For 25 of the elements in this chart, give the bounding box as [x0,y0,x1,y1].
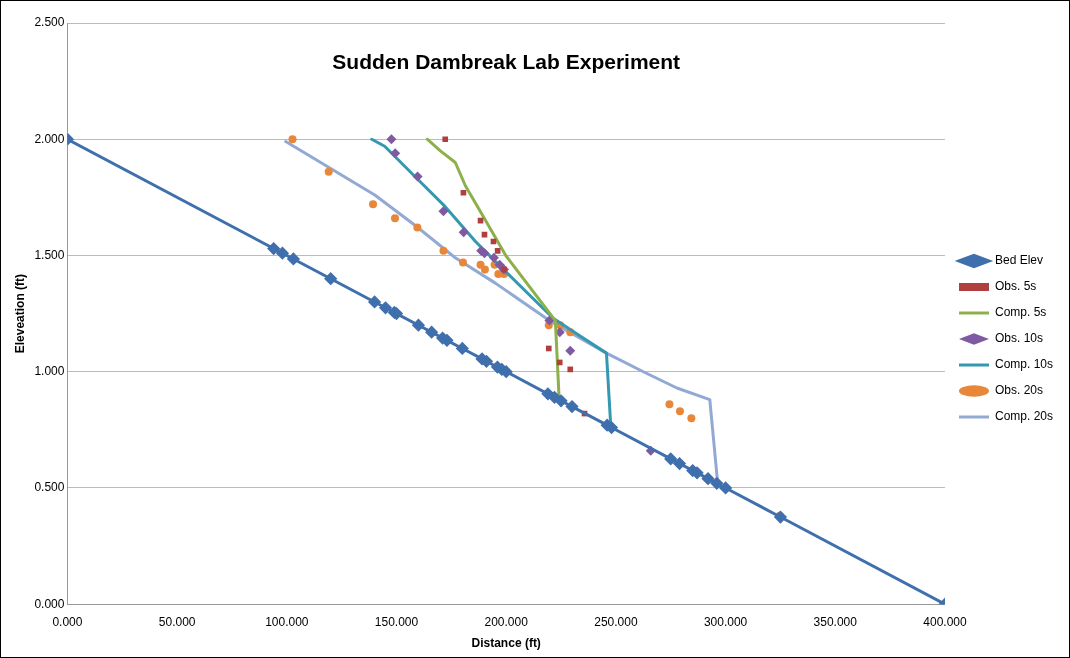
x-axis-title: Distance (ft) [471,636,541,651]
x-tick-label: 300.000 [703,614,748,629]
x-tick-label: 350.000 [813,614,858,629]
y-tick-label: 2.500 [34,15,65,30]
legend-label: Bed Elev [994,253,1044,268]
legend-label: Obs. 20s [994,383,1044,398]
x-tick-label: 250.000 [594,614,638,629]
y-tick-label: 2.000 [34,131,65,146]
legend-label: Obs. 5s [994,279,1037,294]
legend-label: Comp. 10s [994,357,1054,372]
x-tick-label: 0.000 [52,614,83,629]
legend-label: Obs. 10s [994,331,1044,346]
x-tick-label: 50.000 [158,614,196,629]
legend-label: Comp. 20s [994,409,1054,424]
x-tick-label: 150.000 [374,614,419,629]
x-tick-label: 200.000 [484,614,529,629]
y-tick-label: 1.000 [34,364,65,379]
x-tick-label: 100.000 [265,614,309,629]
legend-label: Comp. 5s [994,305,1047,320]
text: Sudden Dambreak Lab Experiment [332,49,681,73]
y-tick-label: 0.000 [34,596,65,611]
y-axis-title: Eleveation (ft) [12,273,27,354]
y-tick-label: 1.500 [34,247,65,262]
y-tick-label: 0.500 [34,480,65,495]
x-tick-label: 400.000 [923,614,967,629]
